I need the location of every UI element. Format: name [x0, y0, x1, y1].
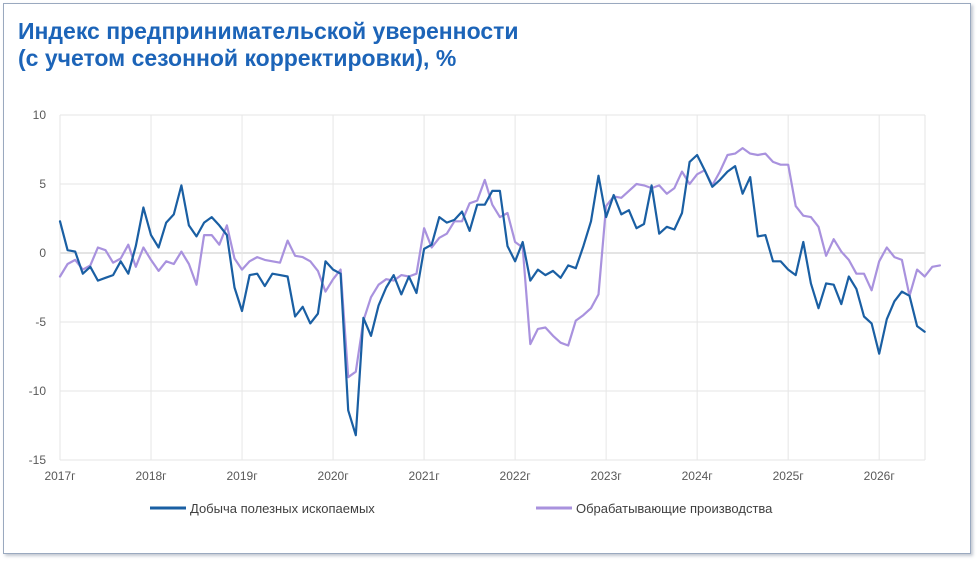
y-axis-ticks: 10 5 0 -5 -10 -15	[29, 108, 47, 467]
x-tick-label: 2019г	[227, 469, 259, 483]
legend-item-manufacturing-label: Обрабатывающие производства	[576, 501, 773, 516]
x-tick-label: 2023г	[591, 469, 623, 483]
x-tick-label: 2025г	[773, 469, 805, 483]
x-axis-ticks: 2017г 2018г 2019г 2020г 2021г 2022г 2023г 2024г…	[44, 469, 895, 483]
x-tick-label: 2022г	[500, 469, 532, 483]
chart-title: Индекс предпринимательской уверенности	[18, 18, 519, 44]
chart-title-block: Индекс предпринимательской уверенности (…	[18, 18, 519, 72]
x-tick-label: 2021г	[409, 469, 441, 483]
series-lines	[58, 147, 942, 437]
y-tick-label: -5	[35, 315, 46, 329]
series-line-manufacturing	[58, 147, 942, 379]
legend-item-mining-label: Добыча полезных ископаемых	[190, 501, 375, 516]
y-tick-label: 0	[39, 246, 46, 260]
x-tick-label: 2018г	[135, 469, 167, 483]
grid-lines	[59, 114, 926, 461]
y-tick-label: -10	[29, 384, 47, 398]
x-tick-label: 2026г	[864, 469, 896, 483]
x-tick-label: 2017г	[44, 469, 76, 483]
x-tick-label: 2020г	[318, 469, 350, 483]
chart-subtitle: (с учетом сезонной корректировки), %	[18, 45, 457, 71]
series-line-mining	[58, 153, 926, 437]
y-tick-label: -15	[29, 453, 47, 467]
y-tick-label: 5	[39, 177, 46, 191]
x-tick-label: 2024г	[682, 469, 714, 483]
y-tick-label: 10	[33, 108, 47, 122]
legend: Добыча полезных ископаемых Обрабатывающие…	[150, 501, 773, 516]
